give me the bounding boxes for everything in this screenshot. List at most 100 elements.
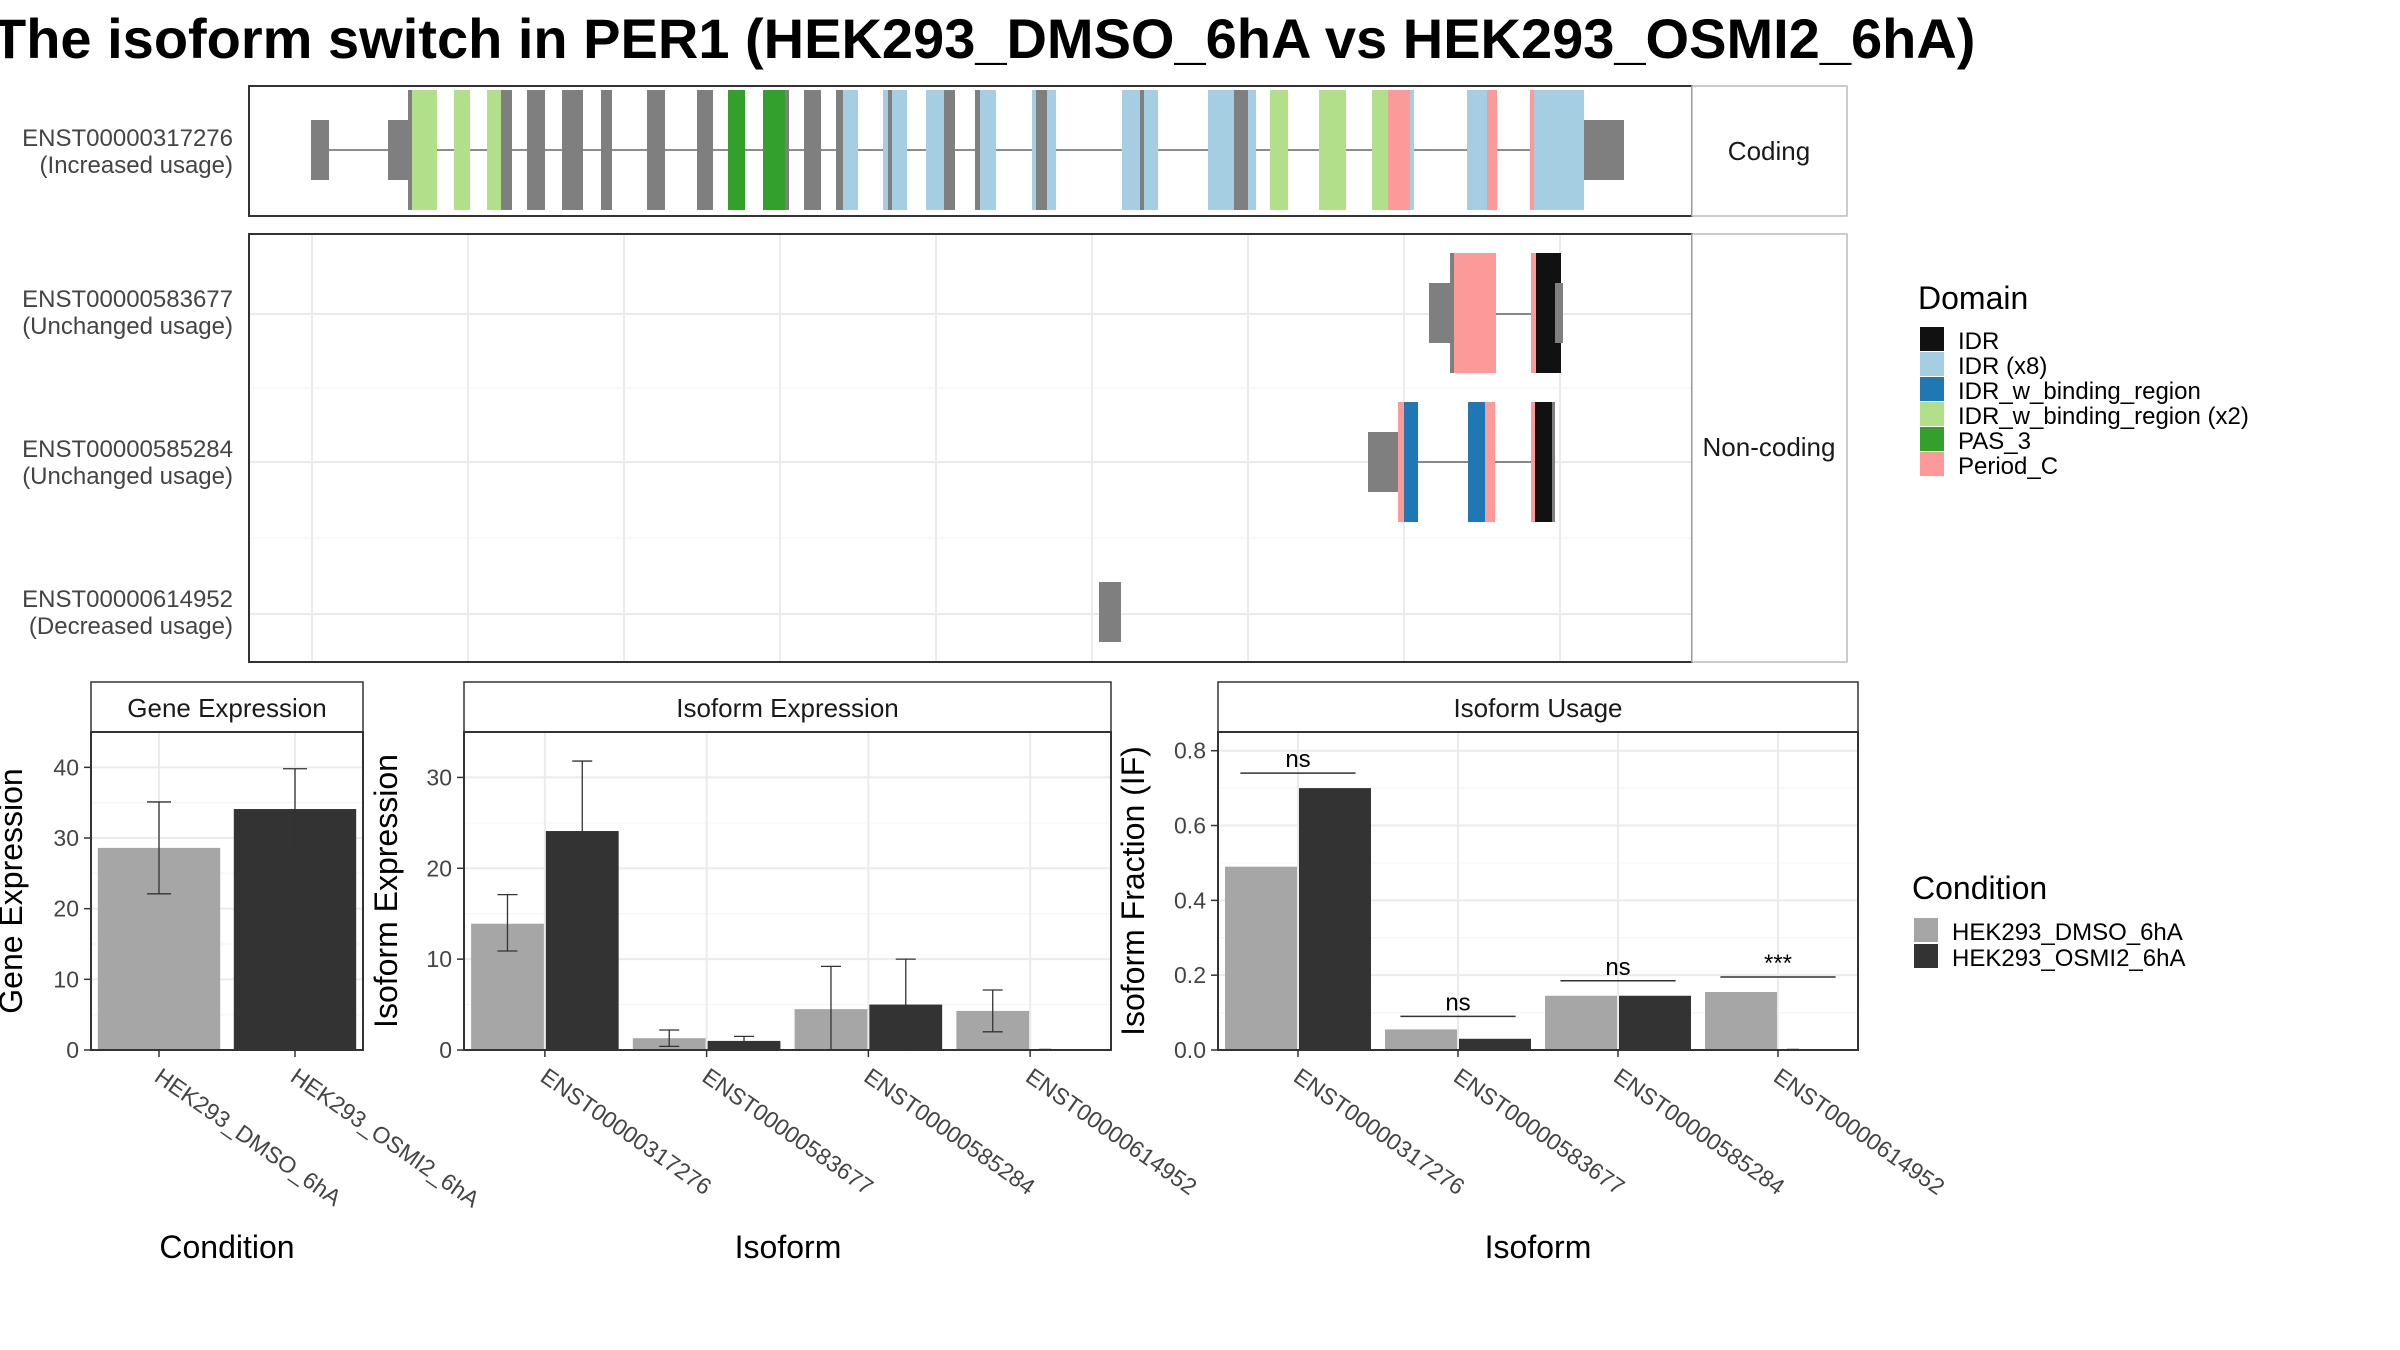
domain-exon-period-c [1531,253,1536,373]
coding-exon [647,90,665,210]
coding-exon [1234,90,1248,210]
panel-frame [90,731,364,1051]
coding-exon [697,90,713,210]
domain-exon-idr-x8 [1534,90,1584,210]
bar [1705,992,1777,1050]
legend-swatch [1914,944,1938,968]
y-axis-title: Gene Expression [0,768,29,1013]
domain-exon-period-c [1487,90,1497,210]
transcript-id-label: ENST00000583677 [22,286,233,313]
domain-legend: Domain IDR IDR (x8) IDR_w_binding_region… [1918,280,2249,480]
coding-strip [1691,85,1848,217]
transcript-labels: ENST00000317276 (Increased usage) ENST00… [22,125,233,640]
y-tick-label: 0.4 [1174,887,1206,913]
y-tick-label: 10 [426,946,452,972]
y-tick-label: 0.2 [1174,962,1206,988]
panel-title: Isoform Expression [676,693,899,723]
legend-label: HEK293_OSMI2_6hA [1952,945,2185,972]
coding-exon [1450,253,1454,373]
transcript-id-label: ENST00000585284 [22,436,233,463]
y-tick-label: 0.0 [1174,1037,1206,1063]
utr-exon [1584,120,1624,180]
domain-exon-idr-x8 [843,90,858,210]
x-tick-label: ENST00000614952 [1021,1063,1201,1200]
domain-exon-idr-binding-x2 [1270,90,1288,210]
coding-exon [1552,402,1555,522]
y-tick-label: 20 [53,896,79,922]
coding-exon [562,90,583,210]
panel-frame [1217,731,1859,1051]
domain-exon-period-c [1531,402,1535,522]
transcript-usage-label: (Increased usage) [40,152,233,179]
x-tick-label: ENST00000585284 [1609,1063,1790,1200]
y-axis-title: Isoform Fraction (IF) [1115,746,1151,1036]
domain-exon-idr-binding-x2 [412,90,437,210]
bar [1459,1038,1531,1050]
noncoding-strip-label: Non-coding [1703,432,1836,462]
legend-swatch [1914,918,1938,942]
domain-exon-idr-binding [1468,402,1485,522]
legend-label: IDR_w_binding_region [1958,378,2201,405]
utr-exon [388,120,410,180]
domain-exon-idr [1535,402,1552,522]
figure-title: The isoform switch in PER1 (HEK293_DMSO_… [0,7,1975,70]
y-tick-label: 10 [53,966,79,992]
domain-legend-title: Domain [1918,280,2028,316]
x-tick-label: ENST00000585284 [860,1063,1041,1200]
coding-strip-label: Coding [1728,136,1810,166]
significance-label: ns [1445,989,1470,1016]
domain-exon-period-c [1485,402,1495,522]
x-tick-label: ENST00000583677 [1449,1063,1629,1200]
domain-exon-period-c [1454,253,1496,373]
coding-exon [601,90,612,210]
domain-exon-idr-x8 [1208,90,1234,210]
noncoding-strip [1691,233,1848,663]
domain-exon-idr-x8 [1410,90,1414,210]
bar [1225,866,1297,1050]
x-tick-label: ENST00000614952 [1769,1063,1949,1200]
coding-exon [888,90,892,210]
y-tick-label: 0 [439,1037,452,1063]
y-tick-label: 20 [426,855,452,881]
panel-title: Gene Expression [127,693,326,723]
domain-exon-idr-x8 [980,90,996,210]
transcript-track-enst00000585284 [1368,402,1555,522]
panel-frame [463,731,1112,1051]
transcript-track-enst00000317276 [311,90,1624,210]
chart-panel-0: Gene Expression010203040HEK293_DMSO_6hAH… [0,681,485,1265]
legend-label: PAS_3 [1958,428,2031,455]
significance-label: ns [1605,954,1630,981]
domain-exon-idr-binding [1404,402,1418,522]
chart-panel-2: Isoform Usage 0.0 0.2 0.4 0.6 0.8 ns ns ns *** ENS… [1115,681,1950,1265]
legend-swatch [1920,377,1944,401]
x-axis-title: Isoform [735,1229,842,1265]
y-tick-label: 30 [53,825,79,851]
transcript-track-enst00000583677 [1429,253,1563,373]
legend-label: Period_C [1958,453,2058,480]
y-tick-label: 0.6 [1174,813,1206,839]
legend-swatch [1920,452,1944,476]
domain-exon-idr-x8 [883,90,907,210]
significance-label: ns [1285,746,1310,773]
condition-legend: Condition HEK293_DMSO_6hA HEK293_OSMI2_6… [1912,870,2185,972]
utr-exon [1099,582,1121,642]
coding-exon [836,90,843,210]
domain-exon-idr-binding-x2 [1319,90,1346,210]
domain-exon-idr-binding-x2 [487,90,501,210]
coding-exon [527,90,545,210]
y-tick-label: 30 [426,764,452,790]
domain-exon-period-c [1398,402,1404,522]
y-tick-label: 0 [66,1037,79,1063]
utr-exon [1555,283,1563,343]
utr-exon [1429,283,1453,343]
domain-exon-pas3 [728,90,745,210]
x-tick-label: ENST00000583677 [698,1063,878,1200]
y-axis-title: Isoform Expression [368,754,404,1028]
legend-label: IDR [1958,328,1999,355]
coding-exon [1140,90,1144,210]
coding-exon [944,90,955,210]
transcript-usage-label: (Unchanged usage) [22,313,233,340]
panel-strip [1217,681,1859,733]
domain-exon-period-c [1388,90,1410,210]
